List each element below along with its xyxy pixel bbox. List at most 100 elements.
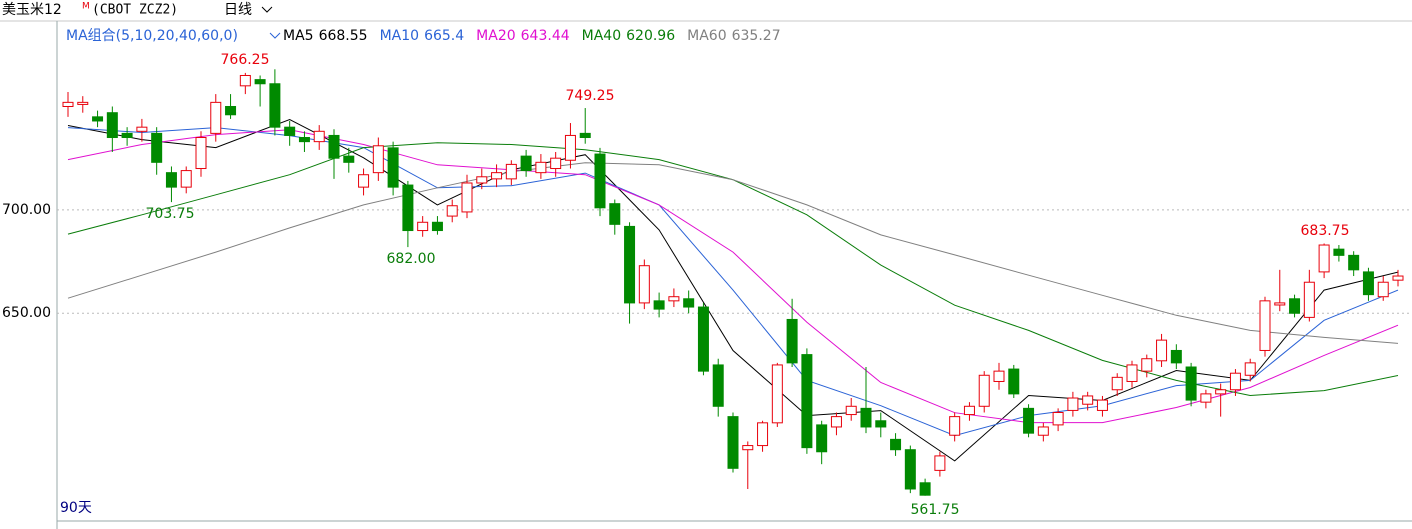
candle-body <box>402 184 414 232</box>
candle-body <box>417 221 429 232</box>
candle-body <box>1303 281 1315 318</box>
candle-body <box>1111 376 1123 391</box>
candle-body <box>520 155 532 172</box>
legend-name: MA60 <box>687 28 726 44</box>
candle-body <box>904 449 916 490</box>
candle-body <box>1141 358 1153 372</box>
y-tick-label: 650.00 <box>2 305 51 321</box>
symbol-superscript: M <box>82 2 90 12</box>
candle-body <box>1215 389 1227 395</box>
candle-body <box>816 424 828 453</box>
legend-value: 643.44 <box>521 28 570 44</box>
candle-body <box>77 101 89 105</box>
candle-body <box>683 298 695 308</box>
candle-body <box>1362 271 1374 296</box>
y-tick-label: 700.00 <box>2 202 51 218</box>
candle-body <box>491 172 503 180</box>
candle-body <box>1200 393 1212 403</box>
candle-body <box>1289 298 1301 314</box>
ma-line <box>67 127 1399 437</box>
candle-body <box>1082 395 1094 405</box>
legend-name: MA20 <box>476 28 515 44</box>
candle-body <box>890 438 902 451</box>
candle-body <box>1067 397 1079 411</box>
candle-body <box>461 182 473 213</box>
candle-body <box>727 416 739 469</box>
candle-body <box>535 161 547 174</box>
legend-value: 668.55 <box>319 28 368 44</box>
candle-body <box>860 407 872 428</box>
legend-name: MA40 <box>582 28 621 44</box>
candle-body <box>1185 366 1197 401</box>
candle-body <box>697 306 709 372</box>
candle-body <box>757 422 769 447</box>
candle-body <box>594 153 606 209</box>
period-dropdown[interactable] <box>261 6 273 13</box>
ma-line <box>67 129 1399 424</box>
candle-body <box>92 116 104 122</box>
candle-body <box>1037 426 1049 436</box>
candle-body <box>210 101 222 134</box>
candle-body <box>1023 407 1035 434</box>
candle-body <box>269 83 281 128</box>
legend-value: 665.4 <box>424 28 464 44</box>
candle-body <box>801 354 813 449</box>
candle-body <box>1377 281 1389 298</box>
candle-body <box>431 221 443 232</box>
candle-body <box>624 225 636 304</box>
candle-body <box>845 405 857 416</box>
ma-line <box>67 142 1399 397</box>
candle-body <box>121 132 133 139</box>
candle-body <box>505 163 517 180</box>
candle-body <box>343 155 355 163</box>
candle-body <box>712 364 724 407</box>
ma-dropdown[interactable] <box>269 32 281 39</box>
candle-body <box>1333 248 1345 256</box>
candle-body <box>1126 364 1138 382</box>
price-annotation: 561.75 <box>911 502 960 518</box>
symbol: 美玉米12 <box>2 2 62 18</box>
price-annotation: 766.25 <box>221 52 270 68</box>
ma-group: MA组合(5,10,20,40,60,0) <box>66 28 238 44</box>
candle-body <box>771 364 783 424</box>
candle-body <box>136 126 148 132</box>
candle-body <box>195 137 207 170</box>
range-label: 90天 <box>60 500 92 516</box>
candle-body <box>653 300 665 310</box>
candle-body <box>1008 368 1020 395</box>
legend-value: 635.27 <box>732 28 781 44</box>
ma-line <box>67 118 1399 462</box>
candle-body <box>934 455 946 471</box>
candle-body <box>949 416 961 436</box>
candle-body <box>62 101 74 107</box>
candle-body <box>564 134 576 161</box>
candle-body <box>550 157 562 170</box>
candle-body <box>151 132 163 163</box>
legend-name: MA5 <box>283 28 314 44</box>
legend-name: MA10 <box>380 28 419 44</box>
price-annotation: 683.75 <box>1301 223 1350 239</box>
legend-value: 620.96 <box>626 28 675 44</box>
candle-body <box>446 205 458 217</box>
candle-body <box>284 126 296 136</box>
candle-body <box>1259 300 1271 351</box>
price-annotation: 703.75 <box>146 206 195 222</box>
candle-body <box>1229 372 1241 391</box>
price-annotation: 682.00 <box>387 251 436 267</box>
candle-body <box>668 296 680 302</box>
candle-body <box>1052 411 1064 426</box>
symbol-code: (CBOT ZCZ2) <box>92 3 178 18</box>
candle-body <box>993 370 1005 382</box>
candle-body <box>1244 362 1256 376</box>
candle-body <box>358 174 370 188</box>
ma-line <box>67 162 1399 344</box>
candle-body <box>1096 399 1108 411</box>
candle-body <box>579 132 591 139</box>
candle-body <box>165 172 177 188</box>
candle-body <box>328 134 340 159</box>
candle-body <box>638 265 650 304</box>
candle-body <box>1392 275 1404 281</box>
candle-body <box>786 318 798 364</box>
